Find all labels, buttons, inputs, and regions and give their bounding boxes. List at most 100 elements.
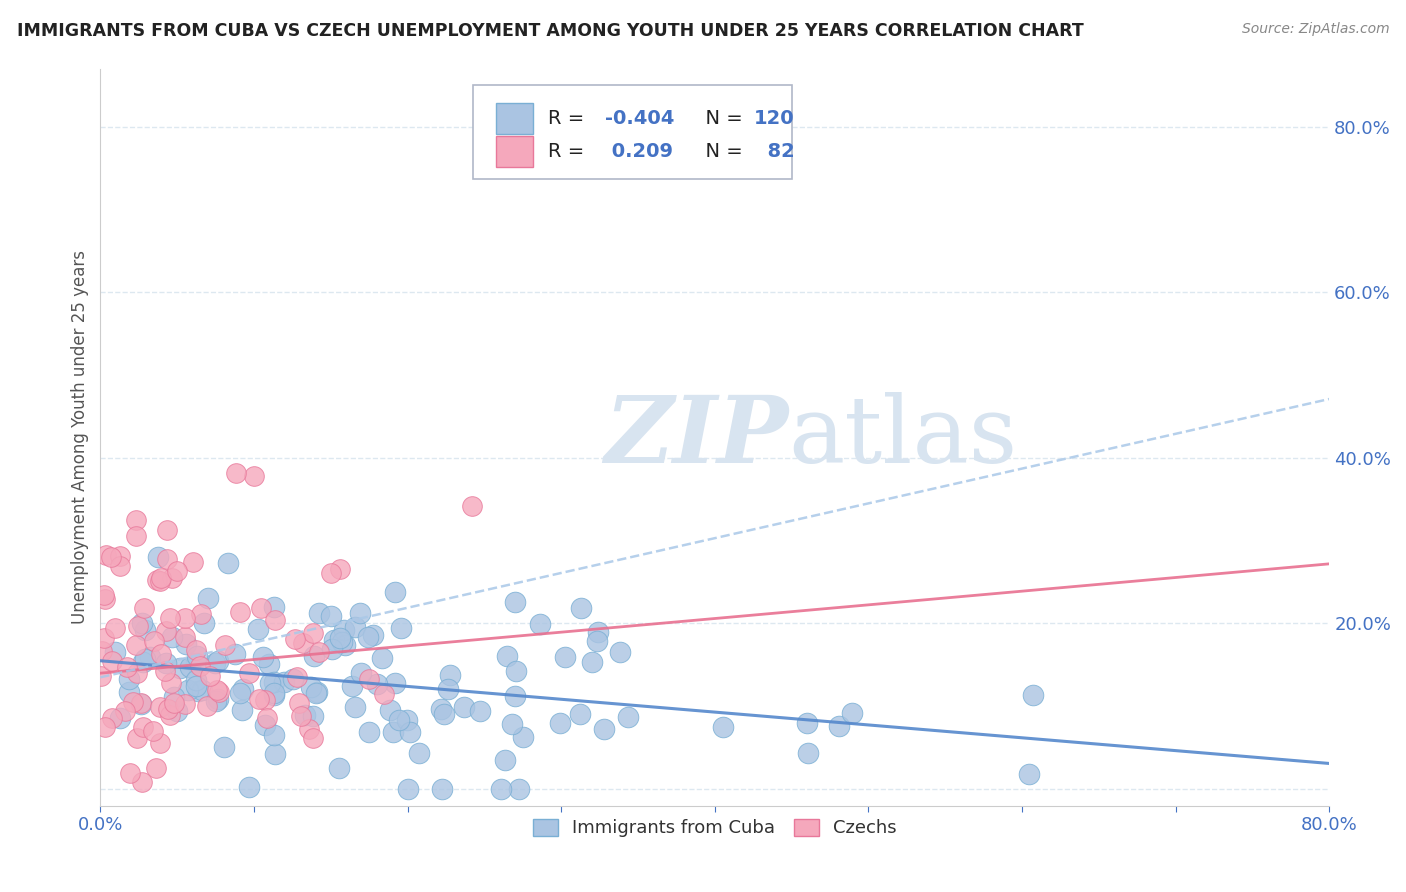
Point [432,782,454,797]
Point [155,624,177,638]
Point [143,633,166,648]
Point [322,633,344,648]
Point [491,782,513,797]
Point [115,660,138,674]
Point [232,682,254,697]
Point [224,647,246,661]
Point [118,672,141,686]
Point [184,673,207,687]
Point [181,555,204,569]
Point [333,638,356,652]
Point [585,634,607,648]
Point [494,753,516,767]
Point [263,600,285,615]
Point [396,782,419,797]
Point [94,592,117,607]
Point [159,707,181,722]
Point [145,761,167,775]
Point [127,619,149,633]
Point [550,716,572,731]
Point [389,621,412,635]
Point [828,719,851,733]
Point [319,566,342,581]
Point [131,775,153,789]
Point [166,705,188,719]
Point [104,645,127,659]
Point [118,684,141,698]
Point [284,632,307,647]
Point [349,666,371,681]
Point [238,780,260,795]
Point [238,666,260,681]
Point [145,573,167,587]
Point [285,670,308,684]
Point [298,722,321,736]
Point [259,657,281,671]
Point [160,571,183,585]
Point [581,655,603,669]
Point [217,556,239,570]
Point [169,661,191,675]
Point [343,700,366,714]
Point [153,664,176,678]
Text: 0.209: 0.209 [606,142,673,161]
Point [174,637,197,651]
Text: -0.404: -0.404 [606,109,675,128]
Point [301,709,323,723]
Point [94,720,117,734]
Point [132,720,155,734]
Point [131,615,153,630]
Point [388,714,411,728]
Point [439,668,461,682]
Point [361,628,384,642]
Point [330,635,353,649]
Point [299,680,322,694]
Point [254,692,277,706]
Point [1022,688,1045,702]
Point [195,699,218,714]
Text: Source: ZipAtlas.com: Source: ZipAtlas.com [1241,22,1389,37]
Y-axis label: Unemployment Among Youth under 25 years: Unemployment Among Youth under 25 years [72,250,89,624]
Text: ZIP: ZIP [605,392,789,482]
Point [617,710,640,724]
Point [287,696,309,710]
Point [371,651,394,665]
Point [304,686,326,700]
Point [162,690,184,704]
Point [204,656,226,670]
Point [101,654,124,668]
Text: 82: 82 [754,142,794,161]
Text: R =: R = [548,109,591,128]
Point [380,703,402,717]
Point [505,665,527,679]
Point [308,644,330,658]
Point [127,731,149,746]
Point [149,574,172,588]
Point [246,622,269,636]
Point [508,782,530,797]
Point [254,717,277,731]
Legend: Immigrants from Cuba, Czechs: Immigrants from Cuba, Czechs [526,812,904,845]
Point [366,677,388,691]
Point [228,606,250,620]
Point [321,642,343,657]
Text: IMMIGRANTS FROM CUBA VS CZECH UNEMPLOYMENT AMONG YOUTH UNDER 25 YEARS CORRELATIO: IMMIGRANTS FROM CUBA VS CZECH UNEMPLOYME… [17,22,1084,40]
Point [93,631,115,645]
Point [252,649,274,664]
Point [188,658,211,673]
FancyBboxPatch shape [496,136,533,167]
Point [225,466,247,480]
Point [204,694,226,708]
Point [200,669,222,683]
Point [503,595,526,609]
Point [329,562,352,576]
Point [160,630,183,644]
Point [496,648,519,663]
Point [149,571,172,585]
Point [146,550,169,565]
Point [184,642,207,657]
Point [357,630,380,644]
Point [256,711,278,725]
Point [149,736,172,750]
Point [263,688,285,702]
